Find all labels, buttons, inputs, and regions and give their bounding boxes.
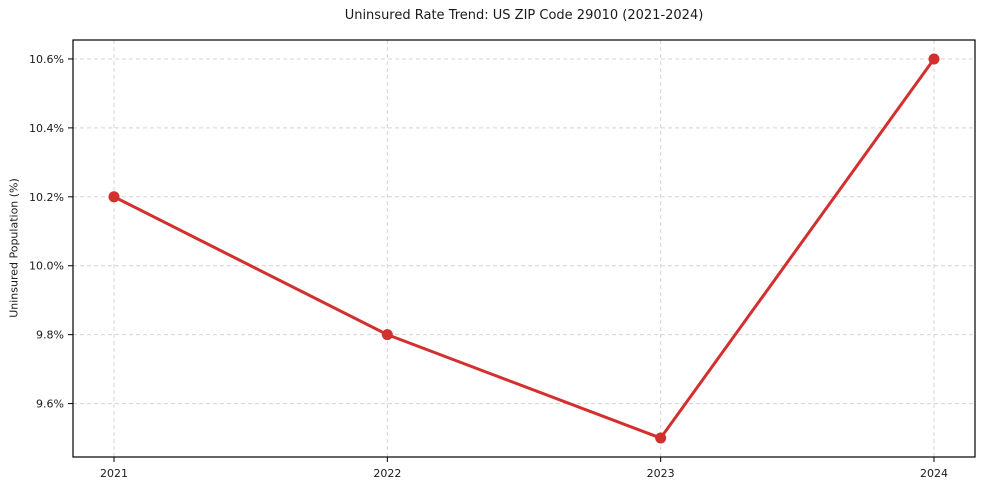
x-tick-label: 2023 xyxy=(647,467,675,480)
y-tick-label: 10.2% xyxy=(29,191,64,204)
y-tick-label: 10.0% xyxy=(29,260,64,273)
data-point-marker xyxy=(928,53,940,65)
trend-line xyxy=(112,57,936,440)
chart-title: Uninsured Rate Trend: US ZIP Code 29010 … xyxy=(344,8,704,23)
y-tick-label: 9.6% xyxy=(36,398,64,411)
y-tick-label: 10.4% xyxy=(29,122,64,135)
plot-border xyxy=(72,39,976,458)
data-point-marker xyxy=(381,329,393,341)
data-point-marker xyxy=(108,191,120,203)
x-tick-label: 2024 xyxy=(920,467,948,480)
y-tick-label: 9.8% xyxy=(36,329,64,342)
y-tick-label: 10.6% xyxy=(29,53,64,66)
data-point-marker xyxy=(655,432,667,444)
x-tick-label: 2021 xyxy=(100,467,128,480)
x-tick-label: 2022 xyxy=(373,467,401,480)
